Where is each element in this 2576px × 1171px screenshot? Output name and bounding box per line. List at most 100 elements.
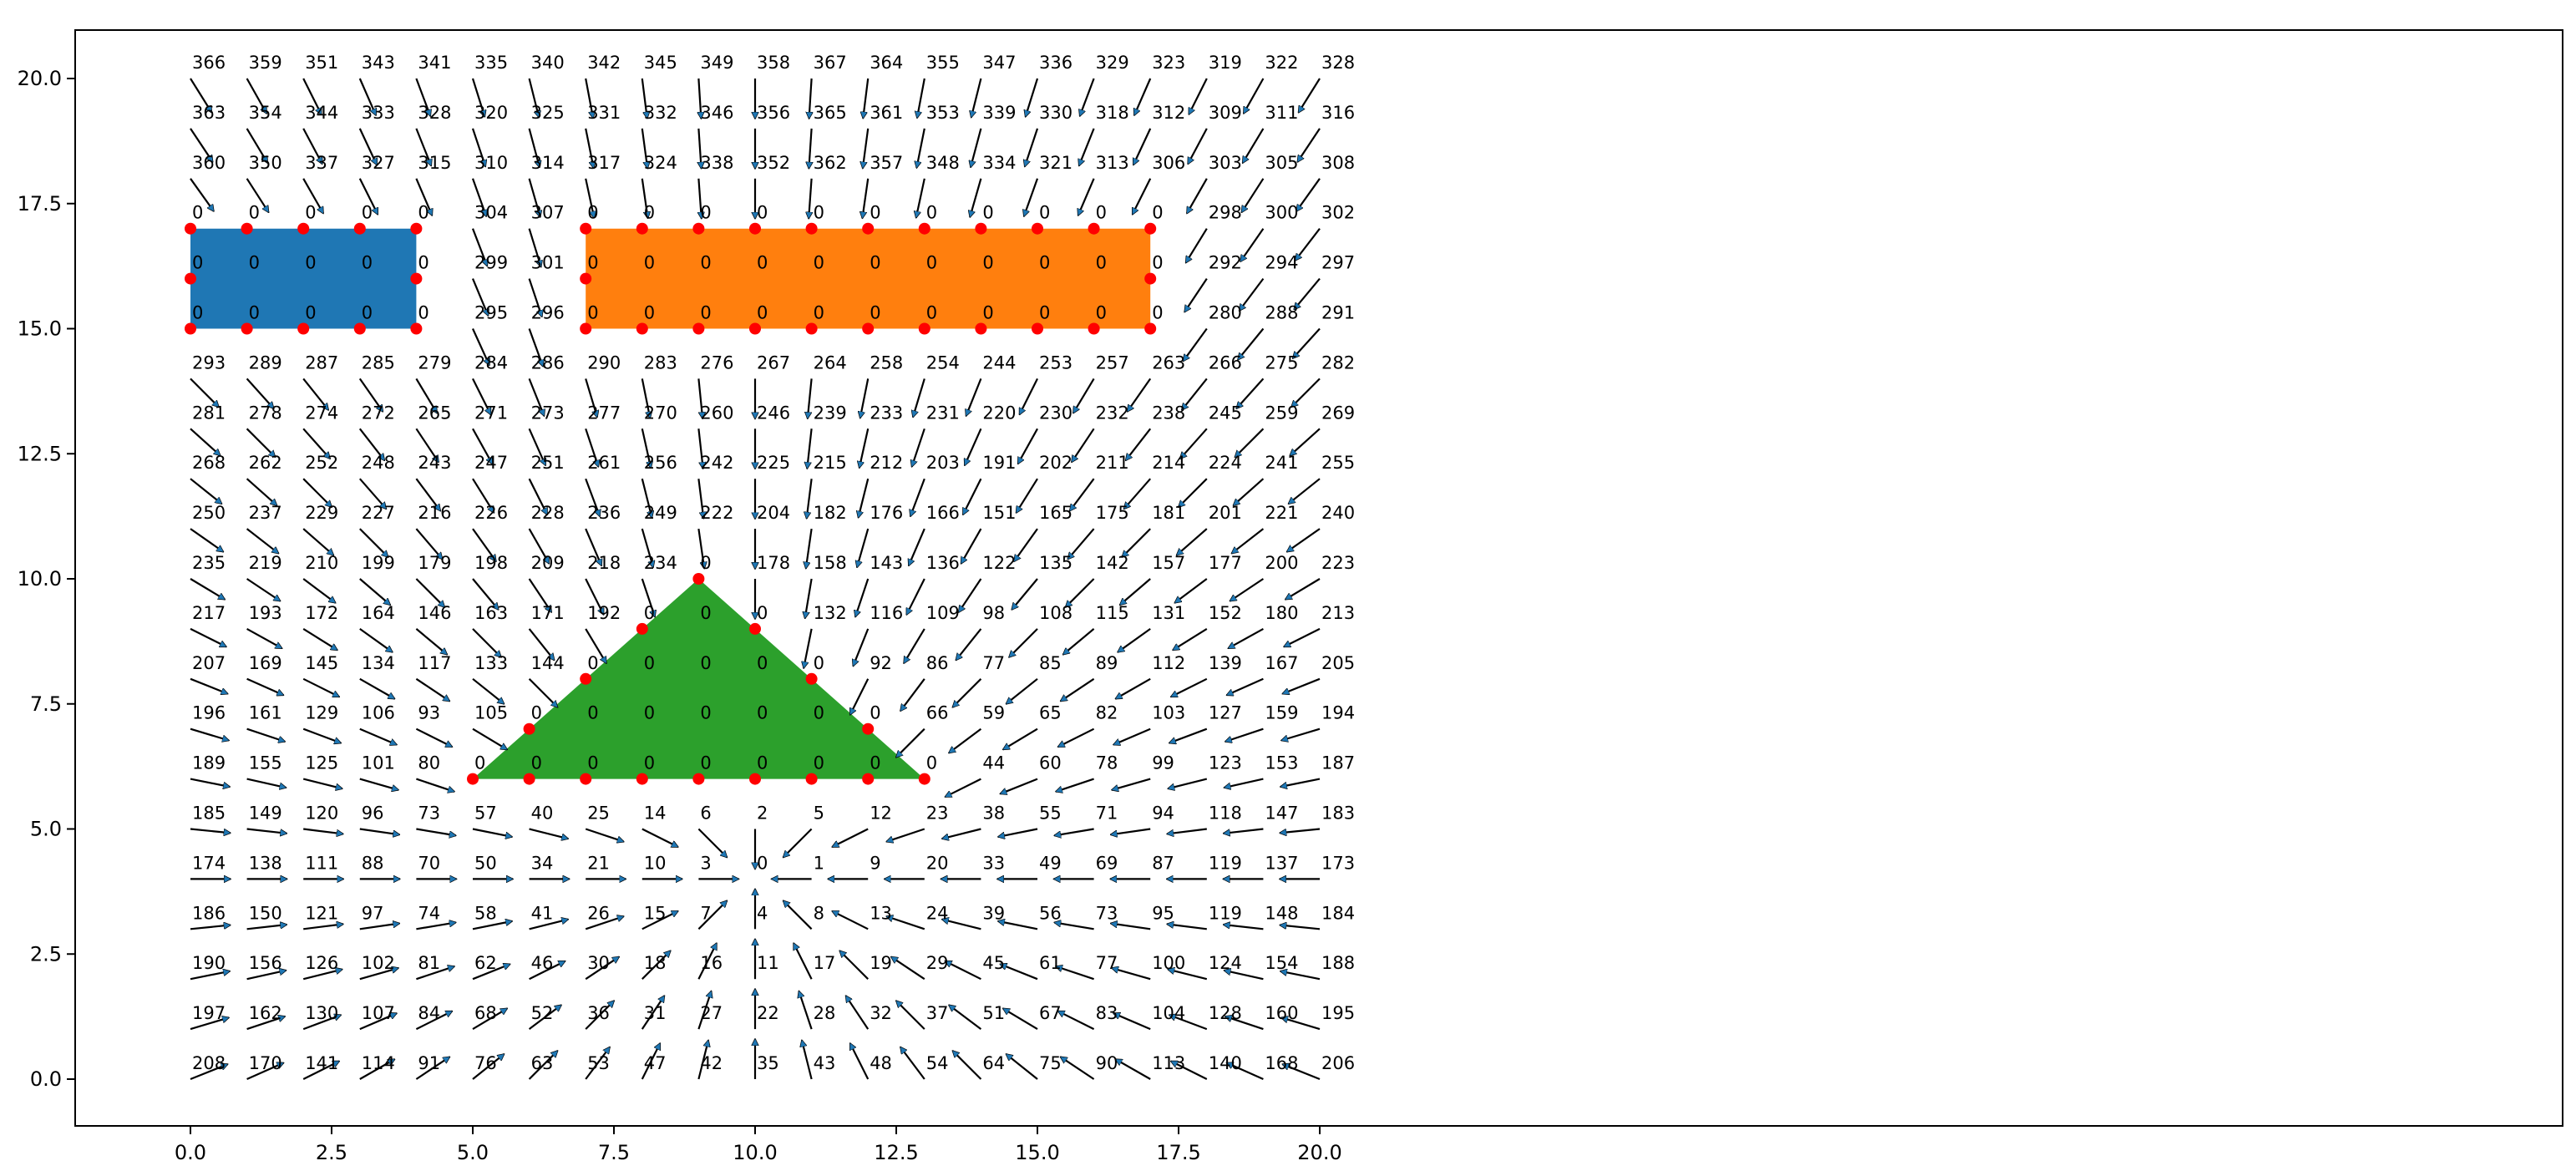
vector-arrow <box>358 78 376 115</box>
point-label: 178 <box>757 553 790 573</box>
vector-arrow <box>190 627 226 648</box>
point-label: 332 <box>644 103 677 123</box>
point-label: 0 <box>982 303 993 323</box>
obstacles-layer <box>185 222 1157 785</box>
vector-arrow <box>1017 428 1038 464</box>
point-label: 180 <box>1265 603 1298 623</box>
point-label: 209 <box>531 553 565 573</box>
vector-arrow <box>1018 378 1038 414</box>
x-tick-label: 12.5 <box>874 1141 918 1164</box>
vector-arrow <box>585 78 593 118</box>
vector-arrow <box>1297 128 1321 162</box>
point-label: 279 <box>418 352 451 373</box>
point-label: 0 <box>531 703 542 723</box>
point-label: 135 <box>1039 553 1072 573</box>
point-label: 52 <box>531 1003 554 1023</box>
point-label: 143 <box>870 553 903 573</box>
point-label: 328 <box>1321 53 1355 73</box>
point-label: 107 <box>362 1003 395 1023</box>
point-label: 0 <box>1096 203 1107 223</box>
point-label: 0 <box>644 253 655 273</box>
obstacle-point <box>410 272 423 285</box>
point-label: 298 <box>1209 203 1242 223</box>
point-label: 311 <box>1265 103 1298 123</box>
point-label: 138 <box>249 853 282 873</box>
point-label: 90 <box>1096 1053 1118 1073</box>
point-label: 63 <box>531 1053 554 1073</box>
vector-arrow <box>1000 778 1038 794</box>
vector-arrow <box>1282 677 1321 694</box>
point-label: 366 <box>192 53 226 73</box>
vector-arrow <box>302 378 328 409</box>
point-label: 89 <box>1096 653 1118 673</box>
point-label: 7 <box>700 903 711 923</box>
vectors-layer <box>190 78 1321 1081</box>
point-label: 225 <box>757 453 790 473</box>
point-label: 292 <box>1209 253 1242 273</box>
point-label: 126 <box>305 953 338 973</box>
vector-arrow <box>697 828 727 858</box>
point-label: 234 <box>644 553 677 573</box>
point-label: 0 <box>926 203 937 223</box>
vector-arrow <box>359 778 398 790</box>
vector-arrow <box>1066 578 1095 607</box>
vector-arrow <box>585 528 601 565</box>
vector-arrow <box>1280 828 1321 834</box>
vector-arrow <box>190 1017 229 1031</box>
point-label: 187 <box>1321 753 1355 773</box>
point-label: 246 <box>757 403 790 423</box>
point-label: 0 <box>757 703 768 723</box>
point-label: 106 <box>362 703 395 723</box>
point-label: 185 <box>192 803 226 824</box>
vector-arrow <box>359 628 393 652</box>
point-label: 108 <box>1039 603 1072 623</box>
vector-arrow <box>1015 478 1038 513</box>
vector-arrow <box>802 1040 813 1080</box>
point-label: 287 <box>305 352 338 373</box>
point-label: 156 <box>249 953 282 973</box>
point-label: 202 <box>1039 453 1072 473</box>
point-label: 119 <box>1209 903 1242 923</box>
point-label: 8 <box>814 903 824 923</box>
obstacle-point <box>975 222 987 235</box>
point-label: 220 <box>982 403 1016 423</box>
vector-arrow <box>896 1001 925 1030</box>
plot-frame <box>74 29 2563 1127</box>
point-label: 0 <box>870 203 880 223</box>
obstacle-point <box>692 773 705 785</box>
point-label: 173 <box>1321 853 1355 873</box>
vector-arrow <box>416 966 454 981</box>
point-label: 36 <box>587 1003 610 1023</box>
point-label: 71 <box>1096 803 1118 824</box>
vector-arrow <box>832 828 869 848</box>
obstacle-point <box>1088 222 1100 235</box>
vector-arrow <box>302 478 332 507</box>
vector-arrow <box>585 957 619 981</box>
point-label: 258 <box>870 352 903 373</box>
vector-arrow <box>1281 727 1321 741</box>
point-label: 211 <box>1096 453 1129 473</box>
point-label: 167 <box>1265 653 1298 673</box>
vector-arrow <box>1113 727 1151 745</box>
vector-arrow <box>1240 277 1265 311</box>
point-label: 93 <box>418 703 440 723</box>
vector-arrow <box>860 378 870 418</box>
vector-arrow <box>190 778 230 787</box>
point-label: 188 <box>1321 953 1355 973</box>
vector-arrow <box>246 627 282 650</box>
vector-arrow <box>303 828 343 834</box>
obstacle-point <box>1144 322 1157 335</box>
point-label: 352 <box>757 153 790 173</box>
y-tick-label: 12.5 <box>18 442 62 465</box>
vector-arrow <box>416 922 455 930</box>
obstacle-point <box>975 322 987 335</box>
obstacle-point <box>185 222 196 235</box>
vector-arrow <box>783 828 813 858</box>
point-label: 0 <box>700 653 711 673</box>
point-label: 191 <box>982 453 1016 473</box>
point-label: 0 <box>192 253 203 273</box>
obstacle-point <box>1032 222 1043 235</box>
vector-arrow <box>302 428 330 459</box>
point-label: 159 <box>1265 703 1298 723</box>
point-label: 184 <box>1321 903 1355 923</box>
